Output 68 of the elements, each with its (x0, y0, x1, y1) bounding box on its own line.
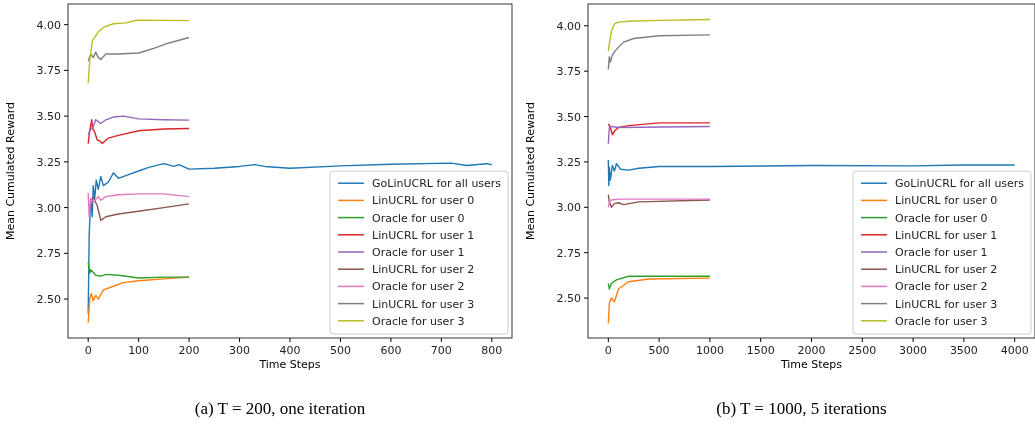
legend-label: Oracle for user 1 (895, 246, 988, 259)
line-series (607, 122, 711, 136)
x-tick-label: 1000 (695, 344, 724, 357)
x-tick-label: 0 (604, 344, 612, 357)
legend-label: LinUCRL for user 0 (895, 194, 998, 208)
y-tick-label: 4.00 (36, 18, 61, 32)
y-tick-label: 3.00 (556, 201, 581, 215)
legend-label: LinUCRL for user 2 (895, 263, 998, 277)
x-axis-title: Time Steps (779, 358, 843, 371)
text: (a) T = 200, one iteration (194, 399, 366, 418)
line-series (607, 34, 711, 71)
x-tick-label: 4000 (1000, 344, 1029, 357)
y-tick-label: 3.75 (36, 64, 61, 78)
x-axis-title: Time Steps (258, 358, 321, 371)
y-tick-label: 3.50 (36, 110, 61, 124)
legend-label: LinUCRL for user 3 (895, 297, 998, 311)
line-series (607, 198, 711, 208)
x-tick-label: 600 (380, 344, 402, 357)
y-tick-label: 3.50 (556, 110, 581, 124)
line-series (87, 115, 190, 136)
x-tick-label: 2500 (848, 344, 877, 357)
legend-label: Oracle for user 3 (895, 314, 988, 328)
legend-label: Oracle for user 1 (372, 246, 465, 259)
x-tick-label: 3000 (899, 344, 928, 357)
line-series (87, 36, 190, 62)
y-tick-label: 3.25 (36, 155, 61, 169)
legend-label: GoLinUCRL for all users (372, 177, 502, 191)
x-tick-label: 300 (229, 344, 251, 357)
legend-label: LinUCRL for user 1 (895, 228, 998, 242)
legend-label: LinUCRL for user 3 (372, 297, 475, 311)
legend-label: LinUCRL for user 2 (372, 263, 475, 277)
legend-label: Oracle for user 3 (372, 314, 465, 328)
y-axis-title: Mean Cumulated Reward (524, 101, 537, 241)
x-tick-label: 2000 (797, 344, 826, 357)
x-tick-label: 800 (481, 344, 503, 357)
y-axis-title: Mean Cumulated Reward (4, 101, 17, 241)
legend-label: Oracle for user 2 (895, 280, 988, 294)
line-series (607, 18, 711, 52)
x-tick-label: 700 (430, 344, 452, 357)
line-series (607, 193, 711, 208)
x-tick-label: 1500 (746, 344, 775, 357)
x-tick-label: 0 (84, 344, 92, 357)
y-tick-label: 3.00 (36, 201, 61, 215)
legend-label: Oracle for user 0 (372, 211, 465, 225)
x-tick-label: 3500 (949, 344, 978, 357)
y-tick-label: 4.00 (556, 19, 581, 33)
legend-label: GoLinUCRL for all users (895, 177, 1025, 191)
legend-label: LinUCRL for user 1 (372, 228, 475, 242)
y-tick-label: 2.75 (36, 247, 61, 261)
x-tick-label: 500 (329, 344, 351, 357)
line-series (607, 277, 711, 325)
y-tick-label: 3.75 (556, 65, 581, 79)
y-tick-label: 2.75 (556, 246, 581, 260)
legend-label: Oracle for user 0 (895, 211, 988, 225)
y-tick-label: 2.50 (36, 293, 61, 307)
line-series (87, 19, 190, 84)
y-tick-label: 2.50 (556, 292, 581, 306)
x-tick-label: 500 (648, 344, 670, 357)
line-series (607, 275, 711, 290)
x-tick-label: 100 (128, 344, 150, 357)
x-tick-label: 200 (178, 344, 200, 357)
line-series (87, 261, 190, 279)
y-tick-label: 3.25 (556, 155, 581, 169)
x-tick-label: 400 (279, 344, 301, 357)
text: (b) T = 1000, 5 iterations (716, 399, 887, 418)
line-series (87, 119, 190, 145)
legend-label: Oracle for user 2 (372, 280, 465, 294)
legend-label: LinUCRL for user 0 (372, 194, 475, 208)
